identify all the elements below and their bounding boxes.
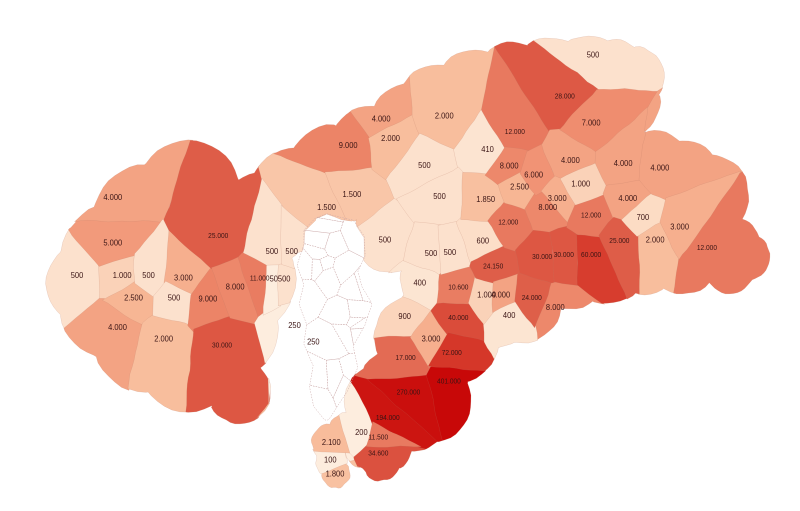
svg-text:410: 410	[481, 145, 494, 154]
svg-text:2.500: 2.500	[124, 293, 143, 302]
svg-text:12.000: 12.000	[697, 245, 717, 252]
svg-text:500: 500	[587, 51, 600, 60]
svg-text:50: 50	[270, 275, 278, 284]
svg-text:4.000: 4.000	[372, 114, 391, 123]
svg-text:9.000: 9.000	[339, 141, 358, 150]
svg-text:12.000: 12.000	[498, 219, 518, 226]
svg-text:12.000: 12.000	[505, 129, 525, 136]
svg-text:30.000: 30.000	[532, 254, 552, 261]
svg-text:500: 500	[142, 271, 155, 280]
svg-text:5.000: 5.000	[103, 238, 122, 247]
svg-text:2.000: 2.000	[435, 111, 454, 120]
svg-text:500: 500	[418, 161, 431, 170]
svg-text:12.000: 12.000	[581, 213, 601, 220]
svg-text:500: 500	[168, 293, 181, 302]
svg-text:8.000: 8.000	[500, 162, 519, 171]
svg-text:4.000: 4.000	[614, 159, 633, 168]
svg-text:401.000: 401.000	[437, 379, 461, 386]
svg-text:30.000: 30.000	[212, 342, 232, 349]
svg-text:2.000: 2.000	[154, 335, 173, 344]
svg-text:400: 400	[413, 279, 426, 288]
svg-text:24.150: 24.150	[483, 264, 503, 271]
svg-text:3.000: 3.000	[548, 194, 567, 203]
svg-text:1.500: 1.500	[317, 203, 336, 212]
svg-text:270.000: 270.000	[397, 389, 421, 396]
svg-text:600: 600	[477, 236, 490, 245]
svg-text:4.000: 4.000	[103, 193, 122, 202]
svg-text:2.100: 2.100	[322, 438, 341, 447]
svg-text:500: 500	[285, 247, 298, 256]
svg-text:72.000: 72.000	[442, 350, 462, 357]
svg-text:24.000: 24.000	[522, 295, 542, 302]
svg-text:8.000: 8.000	[546, 303, 565, 312]
svg-text:400: 400	[503, 311, 516, 320]
svg-text:17.000: 17.000	[396, 355, 416, 362]
svg-text:4.000: 4.000	[561, 156, 580, 165]
svg-text:500: 500	[266, 247, 279, 256]
svg-text:200: 200	[355, 428, 368, 437]
svg-text:4.000: 4.000	[650, 164, 669, 173]
svg-text:30.000: 30.000	[554, 252, 574, 259]
svg-text:25.000: 25.000	[208, 233, 228, 240]
svg-text:7.000: 7.000	[582, 118, 601, 127]
svg-text:4.000: 4.000	[618, 194, 637, 203]
svg-text:25.000: 25.000	[609, 238, 629, 245]
svg-text:4.000: 4.000	[108, 323, 127, 332]
svg-text:1.000: 1.000	[571, 179, 590, 188]
svg-text:4.000: 4.000	[491, 290, 510, 299]
svg-text:3.000: 3.000	[174, 274, 193, 283]
svg-text:500: 500	[425, 249, 438, 258]
svg-text:500: 500	[444, 248, 457, 257]
svg-text:40.000: 40.000	[448, 315, 468, 322]
svg-text:28.000: 28.000	[555, 94, 575, 101]
svg-text:700: 700	[637, 213, 650, 222]
svg-text:500: 500	[278, 275, 291, 284]
svg-text:11.500: 11.500	[369, 435, 389, 442]
svg-text:2.500: 2.500	[510, 182, 529, 191]
svg-text:500: 500	[379, 235, 392, 244]
svg-text:250: 250	[288, 321, 301, 330]
svg-text:10.600: 10.600	[448, 284, 468, 291]
svg-text:9.000: 9.000	[198, 294, 217, 303]
svg-text:34.600: 34.600	[368, 450, 388, 457]
svg-text:1.000: 1.000	[113, 271, 132, 280]
svg-text:900: 900	[398, 312, 411, 321]
svg-text:1.800: 1.800	[326, 469, 345, 478]
svg-text:2.000: 2.000	[381, 134, 400, 143]
svg-text:1.500: 1.500	[343, 190, 362, 199]
svg-text:100: 100	[324, 455, 337, 464]
svg-text:500: 500	[71, 271, 84, 280]
svg-text:3.000: 3.000	[422, 335, 441, 344]
svg-text:60.000: 60.000	[581, 252, 601, 259]
svg-text:500: 500	[433, 192, 446, 201]
svg-text:250: 250	[307, 337, 320, 346]
svg-text:3.000: 3.000	[670, 223, 689, 232]
svg-text:8.000: 8.000	[226, 282, 245, 291]
svg-text:2.000: 2.000	[646, 235, 665, 244]
svg-text:8.000: 8.000	[538, 203, 557, 212]
svg-text:6.000: 6.000	[524, 170, 543, 179]
svg-text:11.000: 11.000	[250, 275, 270, 282]
svg-text:194.000: 194.000	[376, 415, 400, 422]
svg-text:1.850: 1.850	[476, 195, 495, 204]
